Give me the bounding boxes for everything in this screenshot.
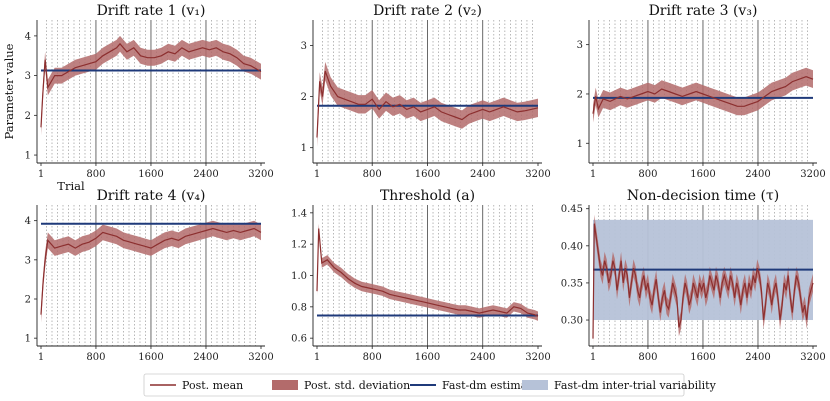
posterior-mean-line [316,228,539,317]
posterior-mean-line [592,76,814,114]
panel-title: Non-decision time (τ) [627,188,779,204]
x-tick-label: 800 [363,352,382,363]
x-tick-label: 1 [590,169,596,180]
panel-1: 1 800 1600 2400 3200 1 2 3 4 Drift rate 1 (v₁) Tri… [2,3,274,193]
y-tick-label: 2 [25,111,31,122]
y-tick-label: 0.8 [291,302,307,313]
y-tick-label: 2 [25,295,31,306]
legend-sd-label: Post. std. deviation [304,379,410,392]
posterior-sd-band [317,61,538,147]
x-tick-label: 3200 [800,169,825,180]
x-tick-label: 1600 [415,352,440,363]
y-tick-label: 1.4 [291,208,307,219]
legend-fastdm-var-label: Fast-dm inter-trial variability [554,379,717,392]
panel-3: 1 800 1600 2400 3200 1 2 3 Drift rate 3 (v₃) [577,3,826,180]
y-tick-label: 4 [25,31,31,42]
y-tick-label: 3 [25,71,31,82]
x-tick-label: 3200 [525,169,550,180]
x-tick-label: 1 [38,169,44,180]
y-tick-label: 1.0 [291,271,307,282]
y-tick-label: 1 [577,139,583,150]
posterior-sd-band [593,214,813,348]
y-tick-label: 0.35 [561,278,583,289]
y-tick-label: 3 [301,41,307,52]
x-tick-label: 3200 [525,352,550,363]
panel-title: Drift rate 4 (v₄) [97,188,206,204]
legend: Post. mean Post. std. deviation Fast-dm … [143,373,717,397]
x-tick-label: 1600 [690,352,715,363]
y-tick-label: 1 [25,334,31,345]
y-tick-label: 0.45 [561,204,583,215]
y-tick-label: 2 [301,92,307,103]
y-axis-label: Parameter value [2,43,16,139]
y-tick-label: 2 [577,89,583,100]
x-tick-label: 2400 [470,169,495,180]
x-tick-label: 800 [86,352,105,363]
x-tick-label: 800 [363,169,382,180]
x-tick-label: 800 [638,352,657,363]
x-tick-label: 1 [314,352,320,363]
y-tick-label: 0.6 [291,334,307,345]
posterior-mean-line [592,223,814,339]
x-tick-label: 1600 [415,169,440,180]
posterior-sd-band [593,67,813,123]
posterior-mean-line [316,70,539,138]
panel-title: Drift rate 1 (v₁) [97,3,206,19]
legend-fastdm-label: Fast-dm estimate [442,379,538,392]
panels: 1 800 1600 2400 3200 1 2 3 4 Drift rate 1 (v₁) Tri… [2,3,826,363]
x-tick-label: 2400 [193,169,218,180]
posterior-sd-band [41,35,261,136]
x-tick-label: 800 [638,169,657,180]
x-tick-label: 1600 [138,169,163,180]
x-tick-label: 2400 [745,169,770,180]
x-tick-label: 2400 [745,352,770,363]
posterior-sd-band [317,223,538,321]
y-tick-label: 1 [301,143,307,154]
x-tick-label: 800 [86,169,105,180]
posterior-sd-band [41,220,261,323]
panel-title: Drift rate 3 (v₃) [649,3,758,19]
x-tick-label: 1 [38,352,44,363]
x-tick-label: 3200 [248,169,273,180]
panel-6: 1 800 1600 2400 3200 0.30 0.35 0.40 0.45 Non-deci… [561,188,826,363]
x-tick-label: 3200 [800,352,825,363]
y-tick-label: 1 [25,151,31,162]
posterior-mean-line [40,42,262,128]
x-tick-label: 2400 [193,352,218,363]
x-tick-label: 2400 [470,352,495,363]
y-tick-label: 3 [25,255,31,266]
x-tick-label: 1 [590,352,596,363]
panel-2: 1 800 1600 2400 3200 1 2 3 Drift rate 2 (v₂) [301,3,551,180]
x-tick-label: 1600 [690,169,715,180]
legend-fastdm-var-swatch [522,380,548,390]
panel-5: 1 800 1600 2400 3200 0.6 0.8 1.0 1.2 1.4 Threshold… [291,188,551,363]
panel-title: Threshold (a) [380,188,475,204]
legend-mean-label: Post. mean [182,379,243,392]
legend-sd-swatch [272,380,298,390]
panel-title: Drift rate 2 (v₂) [373,3,482,19]
y-tick-label: 0.40 [561,241,583,252]
posterior-mean-line [40,227,262,315]
x-axis-label: Trial [57,179,85,193]
y-tick-label: 0.30 [561,316,583,327]
panel-4: 1 800 1600 2400 3200 1 2 3 4 Drift rate 4 (v₄) [25,188,274,363]
x-tick-label: 1600 [138,352,163,363]
y-tick-label: 1.2 [291,240,307,251]
y-tick-label: 3 [577,40,583,51]
x-tick-label: 3200 [248,352,273,363]
y-tick-label: 4 [25,216,31,227]
x-tick-label: 1 [314,169,320,180]
